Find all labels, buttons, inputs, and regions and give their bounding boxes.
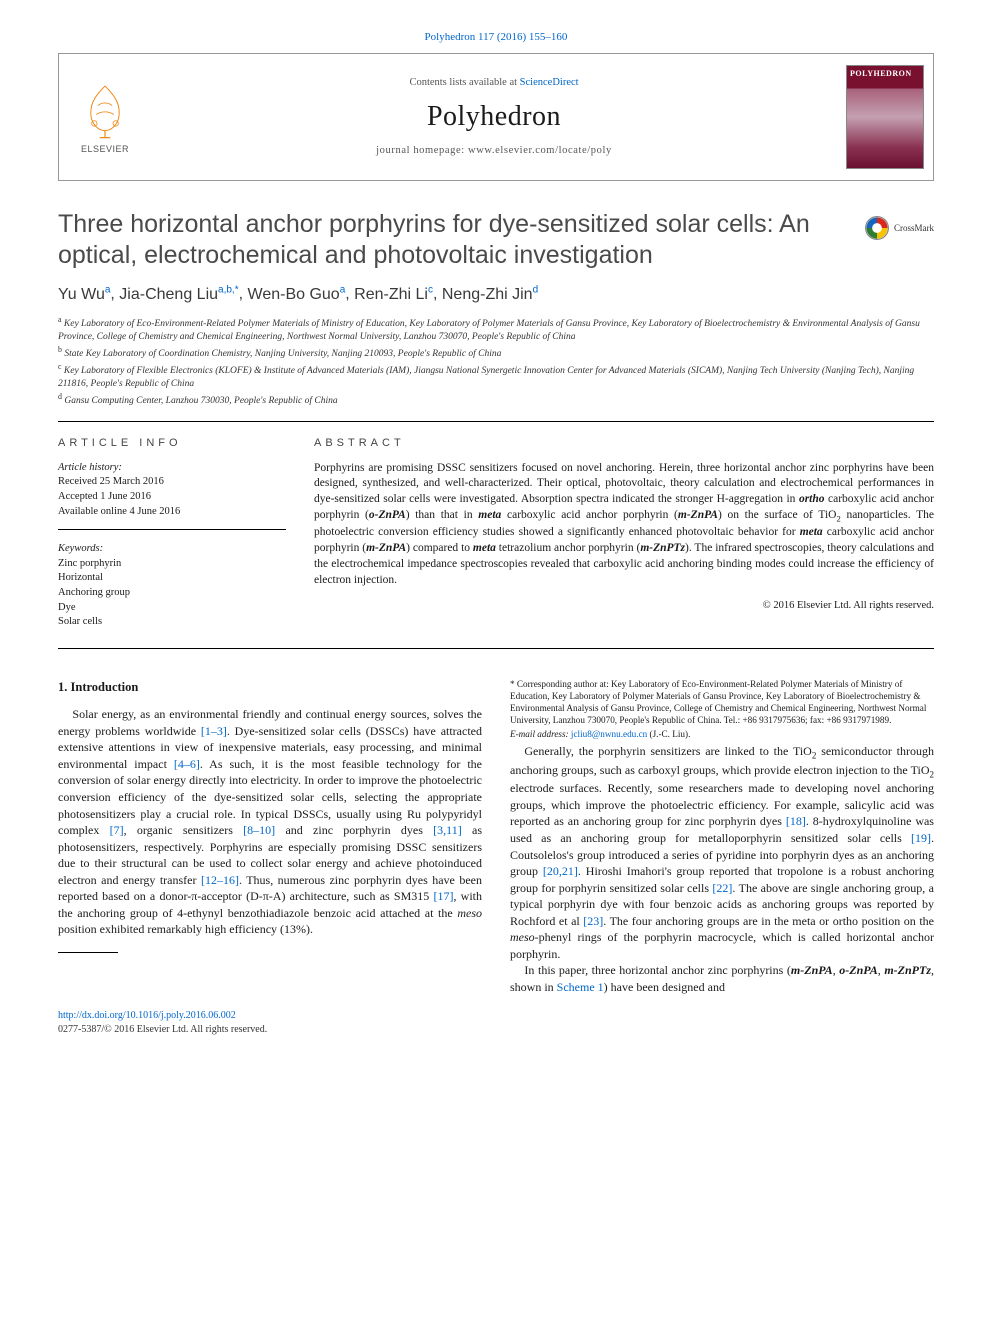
elsevier-tree-icon: [78, 79, 132, 143]
history-online: Available online 4 June 2016: [58, 505, 286, 520]
abstract-copyright: © 2016 Elsevier Ltd. All rights reserved…: [314, 599, 934, 613]
keyword: Zinc porphyrin: [58, 557, 286, 572]
doi-block: http://dx.doi.org/10.1016/j.poly.2016.06…: [58, 1009, 934, 1036]
article-info-column: ARTICLE INFO Article history: Received 2…: [58, 436, 286, 630]
affiliation: b State Key Laboratory of Coordination C…: [58, 345, 934, 361]
article-info-heading: ARTICLE INFO: [58, 436, 286, 451]
abstract-heading: ABSTRACT: [314, 436, 934, 451]
crossmark-badge[interactable]: CrossMark: [864, 215, 934, 241]
keywords-list: Zinc porphyrinHorizontalAnchoring groupD…: [58, 557, 286, 630]
affiliation: c Key Laboratory of Flexible Electronics…: [58, 362, 934, 391]
citation-bar: Polyhedron 117 (2016) 155–160: [58, 30, 934, 45]
keyword: Horizontal: [58, 571, 286, 586]
journal-header-center: Contents lists available at ScienceDirec…: [151, 54, 837, 180]
elsevier-logo: ELSEVIER: [78, 79, 132, 155]
citation-link[interactable]: Polyhedron 117 (2016) 155–160: [425, 31, 568, 43]
affiliation: d Gansu Computing Center, Lanzhou 730030…: [58, 392, 934, 408]
publisher-label: ELSEVIER: [81, 143, 129, 155]
cover-title: POLYHEDRON: [850, 69, 920, 80]
intro-para-2: Generally, the porphyrin sensitizers are…: [510, 743, 934, 963]
abstract-column: ABSTRACT Porphyrins are promising DSSC s…: [314, 436, 934, 630]
author: Jia-Cheng Liua,b,*: [119, 286, 238, 303]
copyright-footer: 0277-5387/© 2016 Elsevier Ltd. All right…: [58, 1024, 267, 1035]
crossmark-label: CrossMark: [894, 222, 934, 234]
corresponding-author-note: * Corresponding author at: Key Laborator…: [510, 679, 934, 727]
history-accepted: Accepted 1 June 2016: [58, 490, 286, 505]
contents-prefix: Contents lists available at: [409, 77, 519, 88]
section-1-heading: 1. Introduction: [58, 679, 482, 696]
contents-available: Contents lists available at ScienceDirec…: [409, 76, 578, 90]
affiliations: a Key Laboratory of Eco-Environment-Rela…: [58, 315, 934, 422]
abstract-text: Porphyrins are promising DSSC sensitizer…: [314, 461, 934, 589]
author: Wen-Bo Guoa: [248, 286, 346, 303]
history-received: Received 25 March 2016: [58, 475, 286, 490]
cover-thumb-cell: POLYHEDRON: [837, 54, 933, 180]
keyword: Dye: [58, 601, 286, 616]
author: Ren-Zhi Lic: [354, 286, 433, 303]
author-list: Yu Wua, Jia-Cheng Liua,b,*, Wen-Bo Guoa,…: [58, 283, 934, 305]
doi-link[interactable]: http://dx.doi.org/10.1016/j.poly.2016.06…: [58, 1010, 236, 1021]
author: Neng-Zhi Jind: [442, 286, 538, 303]
journal-header: ELSEVIER Contents lists available at Sci…: [58, 53, 934, 181]
journal-cover-thumb: POLYHEDRON: [846, 65, 924, 169]
email-line: E-mail address: jcliu8@nwnu.edu.cn (J.-C…: [510, 729, 934, 741]
keywords-label: Keywords:: [58, 542, 286, 556]
sciencedirect-link[interactable]: ScienceDirect: [520, 77, 579, 88]
author: Yu Wua: [58, 286, 110, 303]
intro-para-3: In this paper, three horizontal anchor z…: [510, 962, 934, 995]
keyword: Anchoring group: [58, 586, 286, 601]
history-label: Article history:: [58, 461, 286, 476]
email-label: E-mail address:: [510, 729, 571, 739]
corresponding-email-link[interactable]: jcliu8@nwnu.edu.cn: [571, 729, 647, 739]
intro-para-1: Solar energy, as an environmental friend…: [58, 706, 482, 938]
affiliation: a Key Laboratory of Eco-Environment-Rela…: [58, 315, 934, 344]
email-suffix: (J.-C. Liu).: [647, 729, 690, 739]
crossmark-icon: [864, 215, 890, 241]
footnote-separator: [58, 952, 118, 953]
keyword: Solar cells: [58, 615, 286, 630]
journal-homepage: journal homepage: www.elsevier.com/locat…: [376, 144, 612, 158]
article-history: Article history: Received 25 March 2016 …: [58, 461, 286, 531]
article-body: 1. Introduction Solar energy, as an envi…: [58, 679, 934, 995]
publisher-logo-cell: ELSEVIER: [59, 54, 151, 180]
article-title: Three horizontal anchor porphyrins for d…: [58, 209, 850, 272]
journal-name: Polyhedron: [427, 98, 561, 136]
footnotes: * Corresponding author at: Key Laborator…: [510, 679, 934, 741]
